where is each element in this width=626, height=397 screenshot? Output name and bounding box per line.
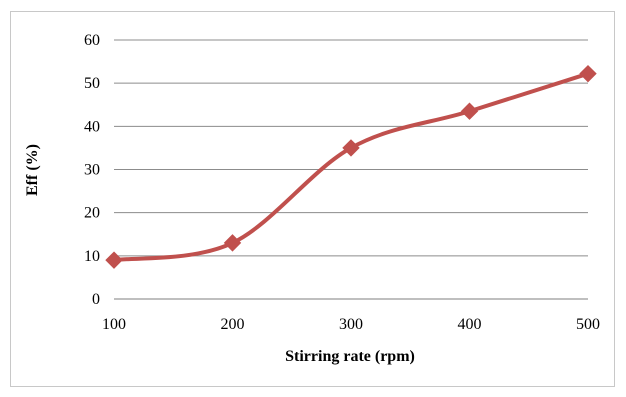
y-tick-label: 30 [84, 162, 100, 179]
data-point-marker [223, 234, 242, 252]
x-tick-label: 500 [576, 316, 600, 333]
chart-area [10, 11, 615, 387]
x-tick-label: 400 [458, 316, 482, 333]
data-point-marker [460, 102, 479, 120]
y-tick-label: 60 [84, 32, 100, 49]
y-tick-label: 50 [84, 75, 100, 92]
data-point-marker [579, 64, 597, 83]
y-tick-label: 10 [84, 248, 100, 265]
x-axis-title: Stirring rate (rpm) [285, 348, 415, 365]
series-layer [105, 64, 597, 269]
data-point-marker [105, 251, 123, 269]
gridlines [114, 39, 588, 300]
y-tick-label: 0 [92, 291, 100, 308]
y-axis-tick-labels: 0 10 20 30 40 50 60 [84, 32, 100, 308]
x-tick-label: 200 [221, 316, 245, 333]
y-tick-label: 20 [84, 205, 100, 222]
data-point-marker [342, 139, 360, 157]
x-tick-label: 100 [102, 316, 126, 333]
y-axis-title: Eff (%) [24, 144, 41, 196]
y-tick-label: 40 [84, 118, 100, 135]
series-line [112, 71, 590, 263]
x-axis-tick-labels: 100 200 300 400 500 [102, 316, 600, 333]
x-tick-label: 300 [339, 316, 363, 333]
